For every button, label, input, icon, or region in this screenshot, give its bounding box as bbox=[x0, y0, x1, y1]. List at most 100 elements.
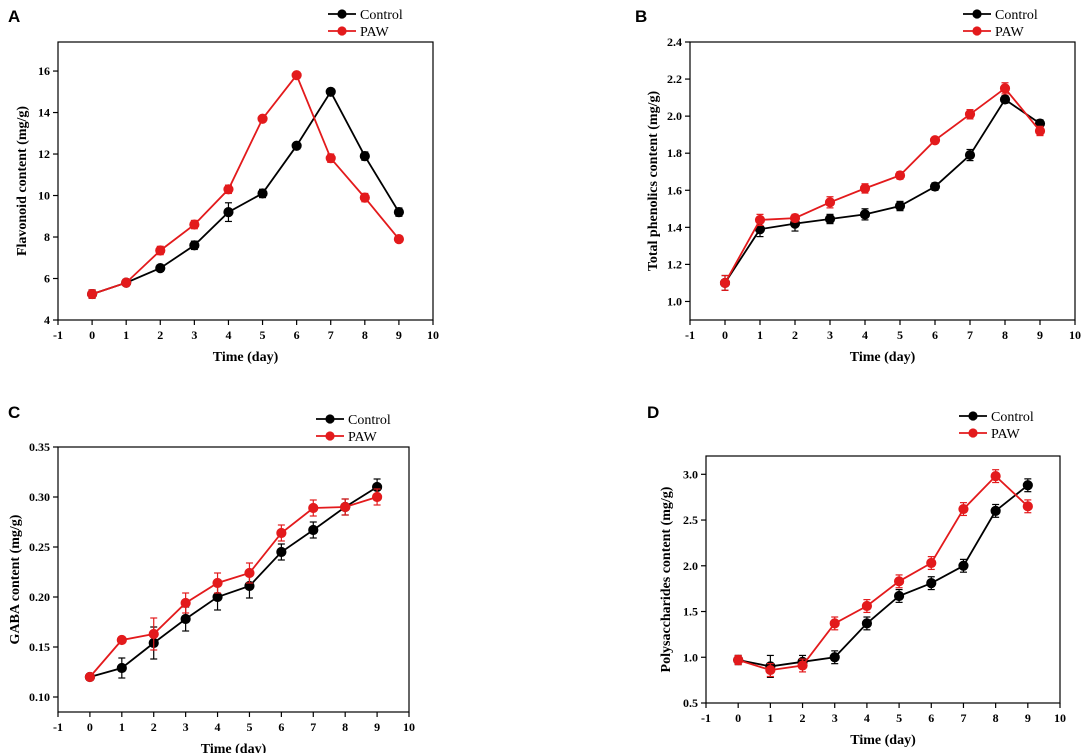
series-control bbox=[733, 478, 1033, 678]
series-line bbox=[737, 474, 1029, 672]
series-paw bbox=[86, 70, 405, 300]
y-tick-label: 1.4 bbox=[667, 220, 682, 234]
data-point bbox=[308, 524, 319, 536]
y-tick-label: 0.20 bbox=[29, 590, 50, 604]
panel-b: B -1 0 1 2 3 4 5 6 7 8 9 10 1.0 1.2 1.4 1.6 1.8 2.0 2.2 2.4 T… bbox=[635, 7, 1081, 365]
x-tick-label: 8 bbox=[993, 711, 999, 725]
data-point bbox=[371, 491, 383, 503]
x-tick-label: 0 bbox=[87, 720, 93, 734]
x-axis-label: Time (day) bbox=[850, 733, 916, 748]
data-point bbox=[325, 86, 336, 97]
data-point bbox=[257, 113, 268, 124]
x-tick-label: 7 bbox=[310, 720, 316, 734]
x-tick-label: 8 bbox=[362, 328, 368, 342]
data-point bbox=[999, 83, 1011, 94]
y-tick-label: 2.4 bbox=[667, 35, 682, 49]
legend-label-paw: PAW bbox=[360, 25, 389, 40]
series-line bbox=[91, 73, 400, 295]
data-point bbox=[829, 618, 840, 629]
data-point bbox=[257, 188, 268, 199]
x-tick-label: 6 bbox=[294, 328, 300, 342]
legend-label-control: Control bbox=[995, 8, 1038, 23]
x-tick-label: 6 bbox=[278, 720, 284, 734]
data-point bbox=[1034, 125, 1046, 137]
data-point bbox=[276, 527, 287, 539]
data-point bbox=[893, 590, 905, 602]
y-tick-label: 0.10 bbox=[29, 690, 50, 704]
legend-label-paw: PAW bbox=[348, 430, 377, 445]
data-point bbox=[212, 591, 223, 603]
y-tick-label: 1.6 bbox=[667, 183, 682, 197]
y-tick-label: 0.35 bbox=[29, 440, 50, 454]
y-tick-label: 14 bbox=[38, 106, 50, 120]
x-tick-label: 9 bbox=[1037, 328, 1043, 342]
data-point bbox=[964, 149, 976, 161]
legend-marker-control bbox=[325, 414, 335, 424]
x-tick-label: 9 bbox=[374, 720, 380, 734]
x-tick-label: 7 bbox=[960, 711, 966, 725]
legend-marker-paw bbox=[325, 431, 335, 441]
series-line bbox=[724, 87, 1041, 284]
data-point bbox=[223, 207, 234, 218]
data-point bbox=[824, 197, 836, 208]
data-point bbox=[929, 181, 941, 192]
panel-c: C -1 0 1 2 3 4 5 6 7 8 9 10 0.10 0.15 0.20 0.25 0.30 0.35 T… bbox=[8, 403, 415, 753]
data-point bbox=[276, 546, 287, 558]
data-point bbox=[84, 671, 96, 683]
y-tick-label: 1.0 bbox=[667, 294, 682, 308]
x-tick-label: 8 bbox=[342, 720, 348, 734]
data-point bbox=[990, 471, 1001, 482]
x-tick-label: 0 bbox=[722, 328, 728, 342]
legend-marker-paw bbox=[968, 428, 978, 438]
y-axis-label: Total phenolics content (mg/g) bbox=[646, 91, 661, 272]
y-tick-label: 0.25 bbox=[29, 540, 50, 554]
data-point bbox=[999, 94, 1011, 105]
legend-label-control: Control bbox=[348, 413, 391, 428]
x-tick-label: 1 bbox=[767, 711, 773, 725]
data-point bbox=[212, 577, 223, 589]
data-point bbox=[861, 600, 873, 612]
data-point bbox=[789, 212, 801, 224]
legend: Control PAW bbox=[316, 413, 391, 445]
x-tick-label: -1 bbox=[685, 328, 695, 342]
panel-letter: D bbox=[647, 403, 659, 422]
data-point bbox=[291, 70, 302, 81]
x-tick-label: 10 bbox=[1069, 328, 1081, 342]
legend-marker-control bbox=[972, 9, 982, 19]
x-tick-label: 3 bbox=[191, 328, 197, 342]
x-tick-label: 1 bbox=[757, 328, 763, 342]
data-point bbox=[223, 184, 234, 195]
legend-marker-control bbox=[337, 9, 347, 19]
data-point bbox=[1022, 480, 1033, 491]
data-point bbox=[824, 213, 836, 225]
data-point bbox=[1022, 501, 1033, 512]
x-tick-label: 5 bbox=[260, 328, 266, 342]
x-axis-label: Time (day) bbox=[850, 350, 916, 365]
y-tick-label: 6 bbox=[44, 272, 50, 286]
y-tick-label: 16 bbox=[38, 64, 50, 78]
legend: Control PAW bbox=[328, 8, 403, 40]
y-tick-label: 2.2 bbox=[667, 72, 682, 86]
data-point bbox=[797, 660, 808, 671]
x-tick-label: 0 bbox=[735, 711, 741, 725]
data-point bbox=[754, 214, 766, 226]
x-tick-label: 2 bbox=[792, 328, 798, 342]
data-point bbox=[393, 207, 405, 218]
legend-label-paw: PAW bbox=[995, 25, 1024, 40]
x-tick-label: 0 bbox=[89, 328, 95, 342]
x-tick-label: 5 bbox=[897, 328, 903, 342]
y-tick-label: 1.5 bbox=[683, 605, 698, 619]
data-point bbox=[894, 170, 906, 181]
x-tick-label: 2 bbox=[800, 711, 806, 725]
data-point bbox=[86, 288, 98, 300]
x-tick-label: 8 bbox=[1002, 328, 1008, 342]
data-point bbox=[155, 245, 166, 256]
data-point bbox=[929, 135, 941, 146]
x-tick-label: 3 bbox=[827, 328, 833, 342]
series-line bbox=[91, 90, 400, 295]
x-tick-label: 4 bbox=[864, 711, 870, 725]
data-point bbox=[859, 183, 871, 194]
panel-letter: A bbox=[8, 7, 20, 26]
legend: Control PAW bbox=[963, 8, 1038, 40]
